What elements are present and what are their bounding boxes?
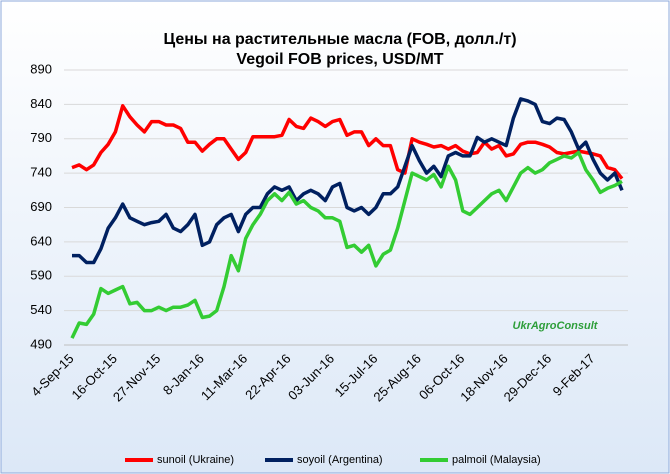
y-tick-label: 490 <box>30 336 52 351</box>
y-tick-label: 840 <box>30 96 52 111</box>
y-tick-label: 690 <box>30 199 52 214</box>
y-tick-label: 790 <box>30 130 52 145</box>
y-tick-label: 590 <box>30 268 52 283</box>
y-tick-label: 640 <box>30 233 52 248</box>
legend-label: sunoil (Ukraine) <box>157 454 234 466</box>
legend-label: palmoil (Malaysia) <box>452 454 541 466</box>
series-line <box>70 150 623 339</box>
y-tick-label: 540 <box>30 302 52 317</box>
y-tick-label: 740 <box>30 165 52 180</box>
series-line <box>71 104 624 180</box>
brand-logo: UkrAgroConsult <box>513 320 599 332</box>
legend-label: soyoil (Argentina) <box>297 454 383 466</box>
chart-title: Цены на растительные масла (FOB, долл./т… <box>163 31 516 48</box>
series-line <box>72 97 624 265</box>
chart-subtitle: Vegoil FOB prices, USD/MT <box>236 51 443 68</box>
y-tick-label: 890 <box>30 61 52 76</box>
